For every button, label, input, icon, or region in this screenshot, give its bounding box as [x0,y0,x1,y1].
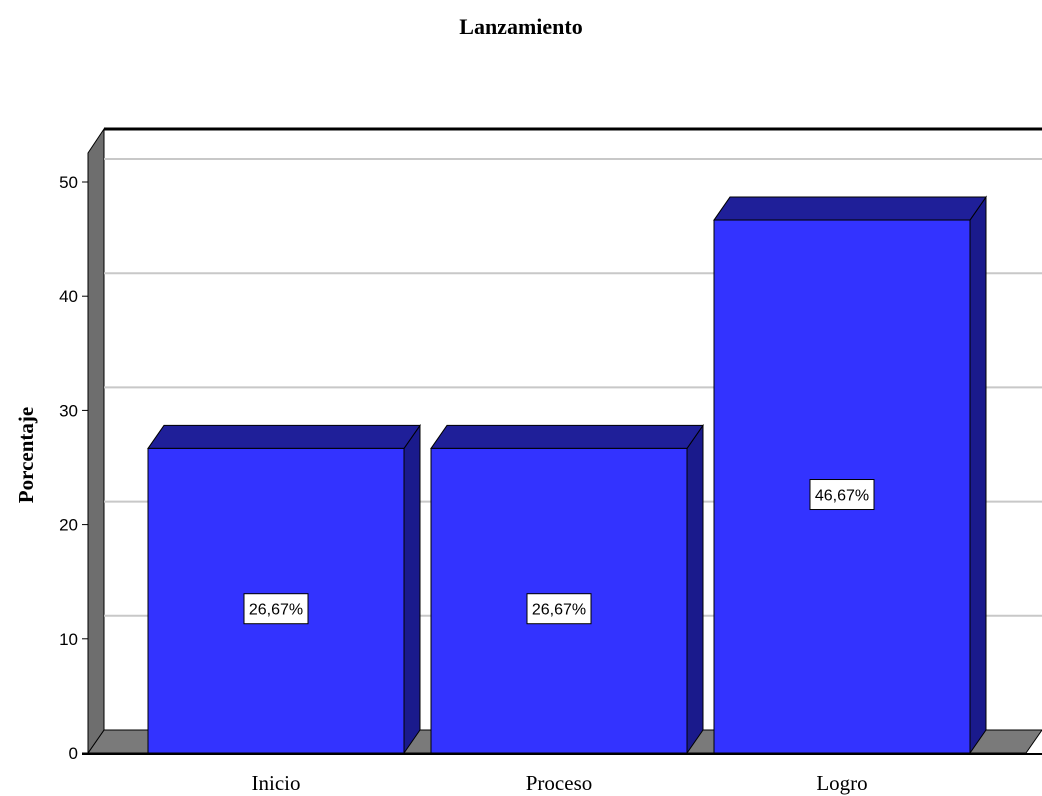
x-tick-label: Proceso [526,771,593,795]
data-label: 26,67% [249,602,303,619]
data-label: 26,67% [532,602,586,619]
y-tick-label: 30 [59,401,78,420]
bar-top-proceso [430,424,704,449]
y-tick-label: 10 [59,630,78,649]
y-tick-label: 0 [69,744,78,763]
y-tick-label: 20 [59,516,78,535]
bar-side-logro [969,195,987,755]
bar-top-logro [713,196,987,221]
data-label: 46,67% [815,488,869,505]
data-label-box [809,479,875,511]
y-axis-title: Porcentaje [14,407,38,503]
x-tick-label: Inicio [252,771,301,795]
y-tick-label: 40 [59,287,78,306]
chart-title: Lanzamiento [459,14,583,39]
data-label-box [526,593,592,625]
bar-top-inicio [147,424,421,449]
data-label-box [243,593,309,625]
bar-side-proceso [686,423,704,755]
y-tick-label: 50 [59,173,78,192]
labels: 0 10 20 30 40 50 26,67% Inicio 26,67% Proceso 46,6… [59,173,875,795]
bars [147,195,987,755]
bar-side-inicio [403,423,421,755]
x-tick-label: Logro [816,771,867,795]
chart-left-wall [87,127,105,755]
